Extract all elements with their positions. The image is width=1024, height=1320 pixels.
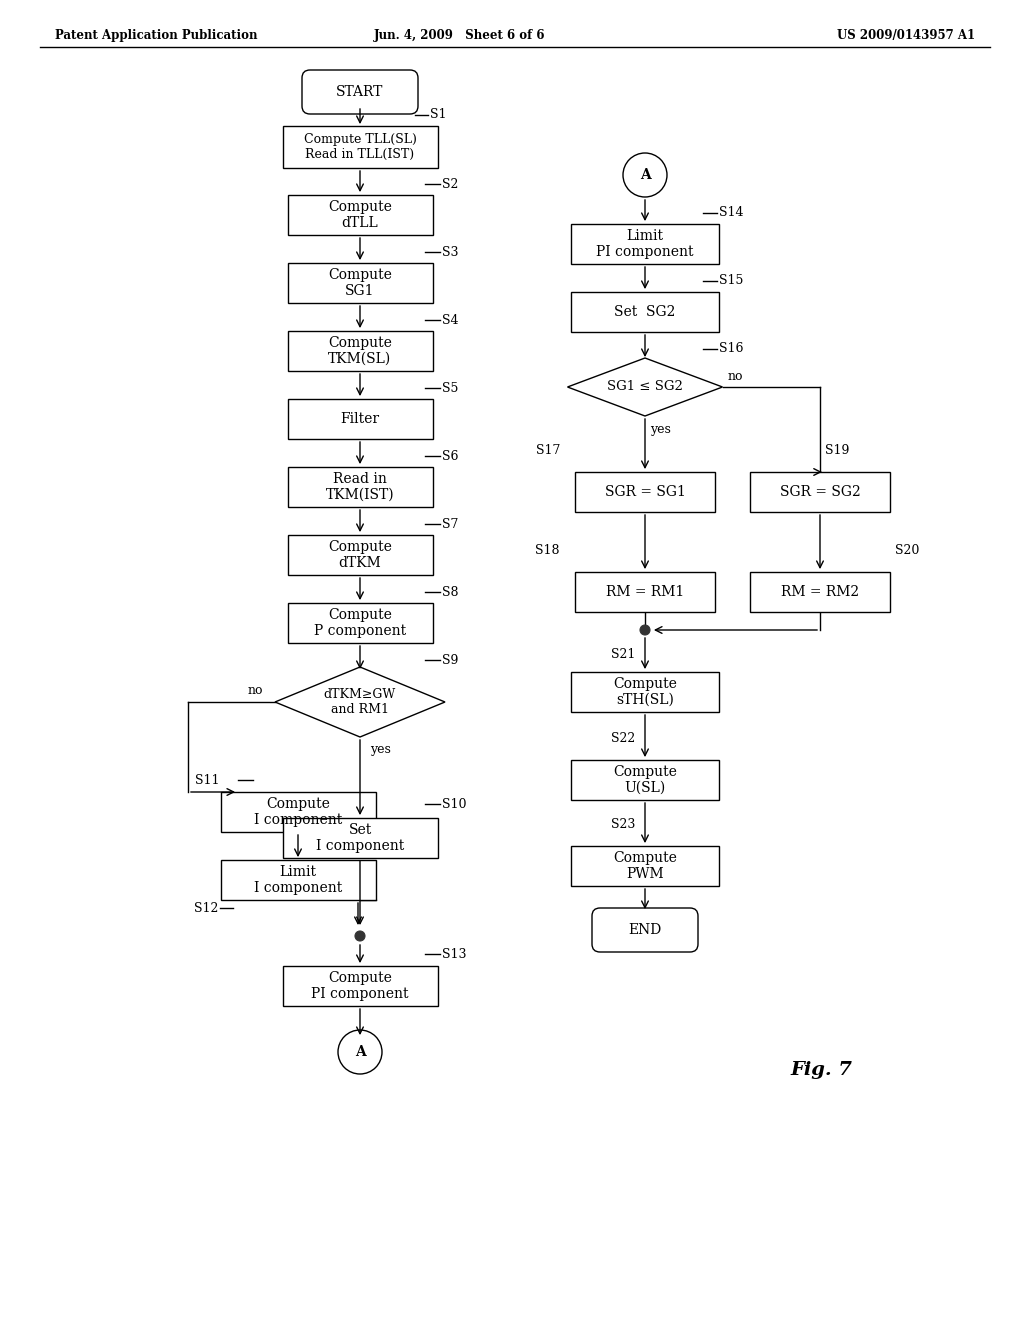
Text: Compute
dTLL: Compute dTLL [328,199,392,230]
Text: Patent Application Publication: Patent Application Publication [55,29,257,41]
Bar [571,846,719,886]
Bar [220,861,376,900]
Text: SG1 ≤ SG2: SG1 ≤ SG2 [607,380,683,393]
Text: S10: S10 [442,797,467,810]
Text: dTKM≥GW
and RM1: dTKM≥GW and RM1 [324,688,396,715]
Text: no: no [728,371,743,384]
Text: Compute
PWM: Compute PWM [613,851,677,882]
Text: S22: S22 [610,731,635,744]
Polygon shape [567,358,723,416]
Text: S18: S18 [536,544,560,557]
Bar [288,467,432,507]
Text: Jun. 4, 2009   Sheet 6 of 6: Jun. 4, 2009 Sheet 6 of 6 [374,29,546,41]
Bar [575,473,715,512]
Text: S4: S4 [442,314,459,326]
Text: START: START [336,84,384,99]
Text: RM = RM2: RM = RM2 [781,585,859,599]
Text: yes: yes [650,422,671,436]
Text: Compute
TKM(SL): Compute TKM(SL) [328,335,392,366]
Text: Read in
TKM(IST): Read in TKM(IST) [326,471,394,502]
FancyBboxPatch shape [592,908,698,952]
Text: Compute
I component: Compute I component [254,797,342,828]
Bar [288,263,432,304]
Text: S21: S21 [610,648,635,661]
Text: S19: S19 [825,444,849,457]
Text: yes: yes [370,743,391,756]
Text: S7: S7 [442,517,459,531]
Bar [750,572,890,612]
Bar [288,603,432,643]
Circle shape [640,624,650,635]
Circle shape [338,1030,382,1074]
Bar [220,792,376,832]
Bar [283,125,437,168]
Text: US 2009/0143957 A1: US 2009/0143957 A1 [837,29,975,41]
Text: S1: S1 [430,108,446,121]
Text: Filter: Filter [340,412,380,426]
Text: S11: S11 [196,774,220,787]
Bar [571,224,719,264]
Bar [288,331,432,371]
Polygon shape [275,667,445,737]
Text: Set
I component: Set I component [315,822,404,853]
Bar [288,195,432,235]
Text: S5: S5 [442,381,459,395]
Text: Compute
U(SL): Compute U(SL) [613,764,677,795]
Text: S2: S2 [442,177,459,190]
Text: Fig. 7: Fig. 7 [790,1061,852,1078]
Text: Compute
SG1: Compute SG1 [328,268,392,298]
Text: S8: S8 [442,586,459,598]
Text: Compute
sTH(SL): Compute sTH(SL) [613,677,677,708]
Text: Compute
dTKM: Compute dTKM [328,540,392,570]
Text: Compute
PI component: Compute PI component [311,972,409,1001]
Text: S12: S12 [194,902,218,915]
Bar [571,760,719,800]
FancyBboxPatch shape [302,70,418,114]
Text: Limit
I component: Limit I component [254,865,342,895]
Text: S17: S17 [536,444,560,457]
Text: Set  SG2: Set SG2 [614,305,676,319]
Text: SGR = SG2: SGR = SG2 [779,484,860,499]
Bar [750,473,890,512]
Text: SGR = SG1: SGR = SG1 [604,484,685,499]
Bar [571,672,719,711]
Text: Compute
P component: Compute P component [314,609,407,638]
Text: S14: S14 [719,206,743,219]
Bar [571,292,719,333]
Text: A: A [354,1045,366,1059]
Text: S6: S6 [442,450,459,462]
Text: S20: S20 [895,544,920,557]
Text: RM = RM1: RM = RM1 [606,585,684,599]
Circle shape [623,153,667,197]
Text: Limit
PI component: Limit PI component [596,228,693,259]
Bar [283,818,437,858]
Text: A: A [640,168,650,182]
Text: S16: S16 [719,342,743,355]
Text: no: no [247,684,263,697]
Circle shape [355,931,365,941]
Text: S9: S9 [442,653,459,667]
Text: S3: S3 [442,246,459,259]
Text: S15: S15 [719,275,743,288]
Text: S13: S13 [442,948,467,961]
Bar [288,535,432,576]
Bar [283,966,437,1006]
Text: END: END [629,923,662,937]
Bar [575,572,715,612]
Text: Compute TLL(SL)
Read in TLL(IST): Compute TLL(SL) Read in TLL(IST) [303,133,417,161]
Text: S23: S23 [610,817,635,830]
Bar [288,399,432,440]
